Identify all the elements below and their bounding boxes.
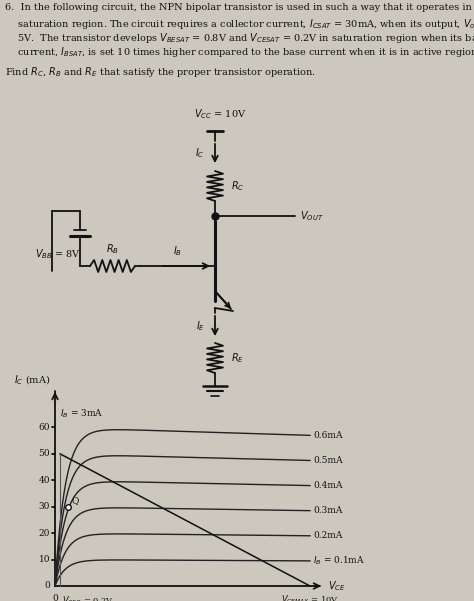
Text: $I_E$: $I_E$: [196, 319, 205, 333]
Text: $R_B$: $R_B$: [106, 242, 119, 256]
Text: 60: 60: [38, 423, 50, 432]
Text: 0.6mA: 0.6mA: [313, 431, 343, 440]
Text: $R_E$: $R_E$: [231, 351, 244, 365]
Text: $V_{BB}$ = 8V: $V_{BB}$ = 8V: [35, 247, 81, 261]
Text: $V_{CE}$: $V_{CE}$: [328, 579, 346, 593]
Text: 0.5mA: 0.5mA: [313, 456, 343, 465]
Text: 10: 10: [38, 555, 50, 564]
Text: current, $I_{BSAT}$, is set 10 times higher compared to the base current when it: current, $I_{BSAT}$, is set 10 times hig…: [5, 45, 474, 59]
Text: $V_{CEQ}$ = 0.2V: $V_{CEQ}$ = 0.2V: [62, 594, 114, 601]
Text: $I_B$ = 0.1mA: $I_B$ = 0.1mA: [313, 555, 365, 567]
Text: Q: Q: [72, 496, 79, 505]
Text: 50: 50: [38, 450, 50, 459]
Text: 5V.  The transistor develops $V_{BESAT}$ = 0.8V and $V_{CESAT}$ = 0.2V in satura: 5V. The transistor develops $V_{BESAT}$ …: [5, 31, 474, 45]
Text: 0.4mA: 0.4mA: [313, 481, 343, 490]
Text: 0.3mA: 0.3mA: [313, 506, 342, 515]
Text: Find $R_C$, $R_B$ and $R_E$ that satisfy the proper transistor operation.: Find $R_C$, $R_B$ and $R_E$ that satisfy…: [5, 65, 316, 79]
Text: 0: 0: [44, 582, 50, 591]
Text: $R_C$: $R_C$: [231, 179, 245, 193]
Text: $I_C$: $I_C$: [195, 147, 205, 160]
Text: $I_B$: $I_B$: [173, 244, 182, 258]
Text: $V_{OUT}$: $V_{OUT}$: [300, 209, 324, 223]
Text: 20: 20: [38, 529, 50, 538]
Text: 0.2mA: 0.2mA: [313, 531, 342, 540]
Text: $V_{CEMAX}$ = 10V: $V_{CEMAX}$ = 10V: [281, 594, 339, 601]
Text: $V_{CC}$ = 10V: $V_{CC}$ = 10V: [194, 107, 246, 121]
Text: $I_B$ = 3mA: $I_B$ = 3mA: [60, 407, 103, 419]
Text: 30: 30: [38, 502, 50, 511]
Text: $I_C$ (mA): $I_C$ (mA): [14, 373, 50, 387]
Text: 40: 40: [38, 476, 50, 485]
Text: saturation region. The circuit requires a collector current, $I_{CSAT}$ = 30mA, : saturation region. The circuit requires …: [5, 17, 474, 31]
Text: 0: 0: [52, 594, 58, 601]
Text: 6.  In the following circuit, the NPN bipolar transistor is used in such a way t: 6. In the following circuit, the NPN bip…: [5, 3, 474, 12]
